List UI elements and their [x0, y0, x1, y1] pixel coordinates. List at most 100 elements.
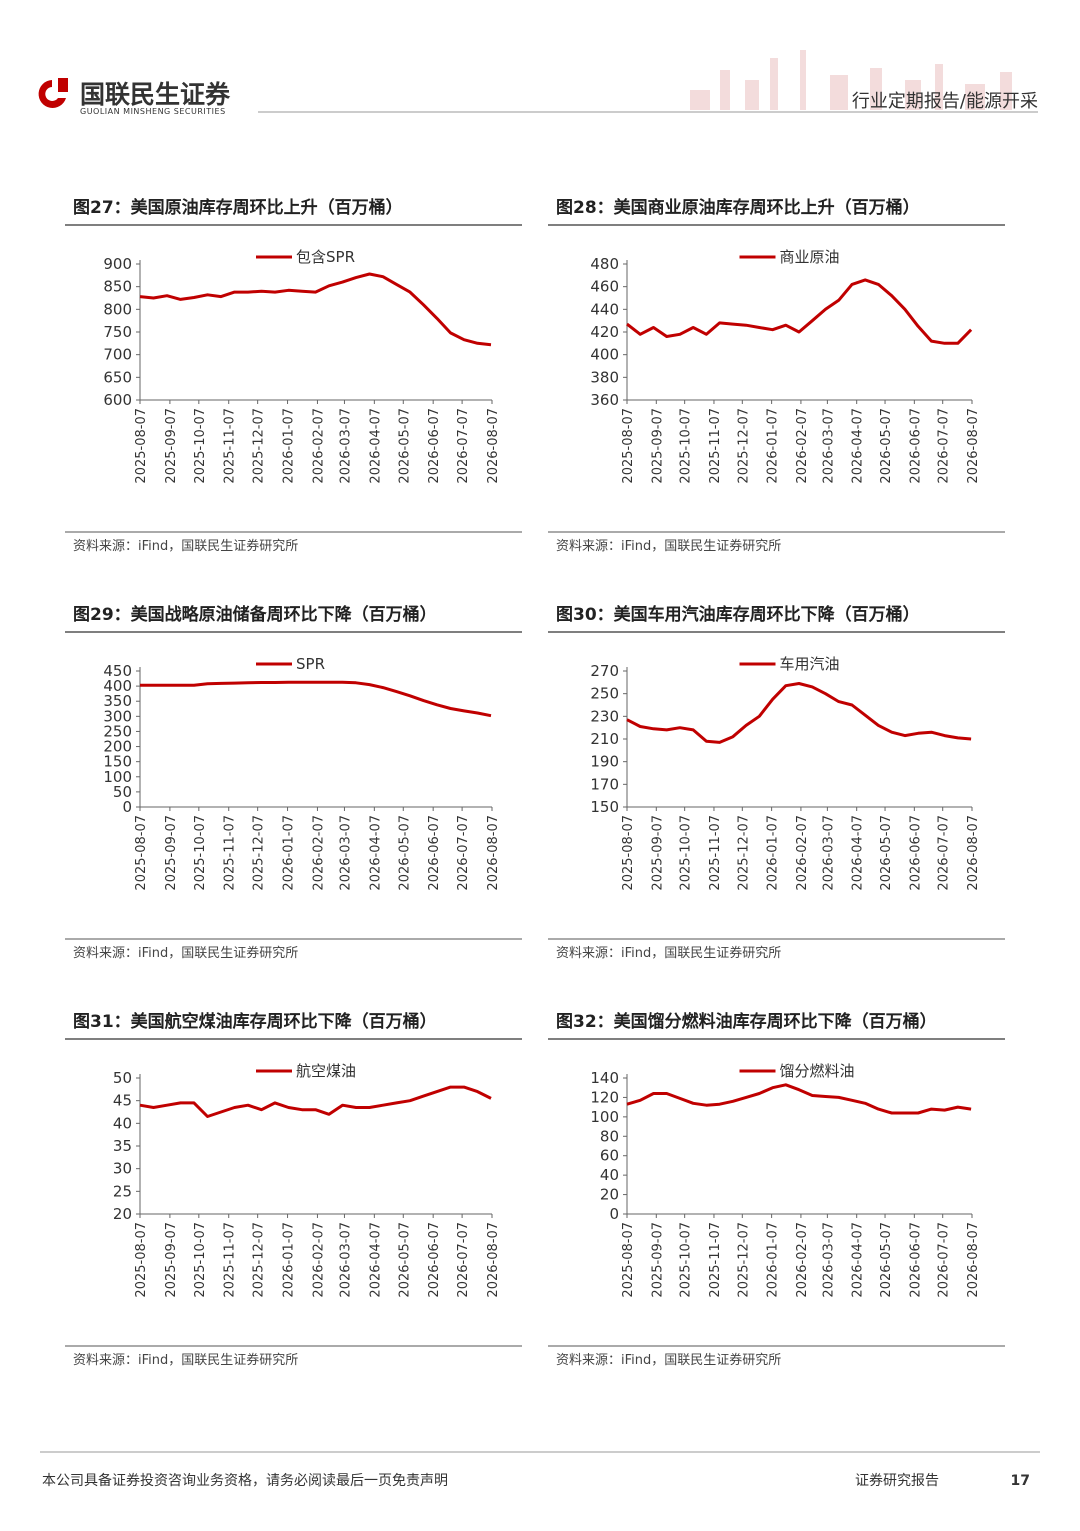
x-tick-label: 2025-08-07: [621, 1222, 636, 1298]
x-tick-label: 2026-02-07: [311, 1222, 326, 1298]
y-tick-label: 900: [103, 255, 132, 273]
x-tick-label: 2025-10-07: [679, 815, 694, 891]
x-tick-label: 2026-03-07: [338, 815, 353, 891]
x-tick-label: 2026-08-07: [486, 815, 501, 891]
x-tick-label: 2025-11-07: [223, 408, 238, 484]
y-tick-label: 210: [590, 730, 619, 748]
y-tick-label: 20: [600, 1186, 619, 1204]
x-tick-label: 2026-03-07: [338, 1222, 353, 1298]
y-tick-label: 40: [600, 1166, 619, 1184]
x-tick-label: 2025-10-07: [679, 1222, 694, 1298]
x-tick-label: 2026-04-07: [368, 815, 383, 891]
y-tick-label: 300: [103, 707, 132, 725]
figure-source: 资料来源：iFind，国联民生证券研究所: [73, 945, 298, 961]
logo: [38, 78, 68, 108]
x-tick-label: 2026-04-07: [851, 815, 866, 891]
y-tick-label: 150: [103, 753, 132, 771]
y-tick-label: 40: [113, 1114, 132, 1132]
y-tick-label: 45: [113, 1092, 132, 1110]
data-line: [139, 1085, 492, 1118]
x-tick-label: 2025-08-07: [134, 815, 149, 891]
y-tick-label: 350: [103, 692, 132, 710]
x-tick-label: 2025-09-07: [164, 815, 179, 891]
y-tick-label: 60: [600, 1147, 619, 1165]
x-tick-label: 2026-08-07: [966, 1222, 981, 1298]
figure-title: 图30：美国车用汽油库存周环比下降（百万桶）: [556, 604, 920, 625]
x-tick-label: 2025-08-07: [134, 1222, 149, 1298]
x-tick-label: 2025-11-07: [708, 815, 723, 891]
legend-label: 车用汽油: [780, 655, 840, 673]
figure-source: 资料来源：iFind，国联民生证券研究所: [73, 538, 298, 554]
x-tick-label: 2026-02-07: [795, 1222, 810, 1298]
y-tick-label: 150: [590, 798, 619, 816]
figure-title: 图27：美国原油库存周环比上升（百万桶）: [73, 197, 403, 218]
legend-label: 航空煤油: [296, 1062, 356, 1080]
y-tick-label: 0: [122, 798, 132, 816]
x-tick-label: 2025-08-07: [621, 815, 636, 891]
x-tick-label: 2026-04-07: [368, 408, 383, 484]
header-section: 行业定期报告/能源开采: [852, 91, 1038, 112]
y-tick-label: 440: [590, 300, 619, 318]
x-tick-label: 2026-02-07: [795, 408, 810, 484]
x-tick-label: 2026-07-07: [937, 815, 952, 891]
y-tick-label: 400: [590, 346, 619, 364]
x-tick-label: 2026-02-07: [311, 815, 326, 891]
logo-text: 国联民生证券: [80, 80, 231, 109]
x-tick-label: 2025-11-07: [223, 1222, 238, 1298]
x-tick-label: 2026-05-07: [397, 1222, 412, 1298]
x-tick-label: 2025-11-07: [708, 1222, 723, 1298]
x-tick-label: 2026-07-07: [456, 815, 471, 891]
logo-subtext: GUOLIAN MINSHENG SECURITIES: [80, 107, 226, 116]
y-tick-label: 80: [600, 1127, 619, 1145]
x-tick-label: 2026-04-07: [851, 1222, 866, 1298]
x-tick-label: 2025-12-07: [736, 408, 751, 484]
x-tick-label: 2026-06-07: [908, 815, 923, 891]
x-tick-label: 2025-08-07: [621, 408, 636, 484]
x-tick-label: 2026-06-07: [427, 1222, 442, 1298]
figure-source: 资料来源：iFind，国联民生证券研究所: [556, 538, 781, 554]
x-tick-label: 2026-06-07: [427, 408, 442, 484]
x-tick-label: 2026-06-07: [908, 1222, 923, 1298]
x-tick-label: 2026-08-07: [486, 1222, 501, 1298]
data-line: [140, 680, 492, 718]
y-tick-label: 600: [103, 391, 132, 409]
figure-title: 图31：美国航空煤油库存周环比下降（百万桶）: [73, 1011, 437, 1032]
y-tick-label: 50: [113, 783, 132, 801]
figure-title: 图32：美国馏分燃料油库存周环比下降（百万桶）: [556, 1011, 937, 1032]
x-tick-label: 2025-09-07: [164, 408, 179, 484]
x-tick-label: 2026-08-07: [486, 408, 501, 484]
legend-label: SPR: [296, 655, 325, 673]
y-tick-label: 270: [590, 662, 619, 680]
x-tick-label: 2025-12-07: [252, 1222, 267, 1298]
y-tick-label: 380: [590, 368, 619, 386]
x-tick-label: 2026-01-07: [766, 408, 781, 484]
y-tick-label: 0: [609, 1205, 619, 1223]
x-tick-label: 2025-10-07: [193, 1222, 208, 1298]
y-tick-label: 250: [103, 722, 132, 740]
x-tick-label: 2026-02-07: [311, 408, 326, 484]
data-line: [626, 1083, 972, 1115]
y-tick-label: 100: [590, 1108, 619, 1126]
x-tick-label: 2026-03-07: [821, 408, 836, 484]
y-tick-label: 700: [103, 346, 132, 364]
x-tick-label: 2025-12-07: [736, 815, 751, 891]
y-tick-label: 460: [590, 278, 619, 296]
y-tick-label: 420: [590, 323, 619, 341]
figure-title: 图29：美国战略原油储备周环比下降（百万桶）: [73, 604, 437, 625]
legend-label: 商业原油: [780, 248, 840, 266]
data-line: [139, 272, 492, 347]
x-tick-label: 2025-09-07: [164, 1222, 179, 1298]
x-tick-label: 2026-03-07: [821, 1222, 836, 1298]
y-tick-label: 650: [103, 368, 132, 386]
x-tick-label: 2025-11-07: [223, 815, 238, 891]
x-tick-label: 2026-01-07: [766, 1222, 781, 1298]
y-tick-label: 850: [103, 278, 132, 296]
y-tick-label: 200: [103, 738, 132, 756]
x-tick-label: 2026-04-07: [368, 1222, 383, 1298]
y-tick-label: 120: [590, 1088, 619, 1106]
x-tick-label: 2026-06-07: [908, 408, 923, 484]
x-tick-label: 2026-03-07: [338, 408, 353, 484]
y-tick-label: 250: [590, 685, 619, 703]
x-tick-label: 2026-01-07: [282, 815, 297, 891]
